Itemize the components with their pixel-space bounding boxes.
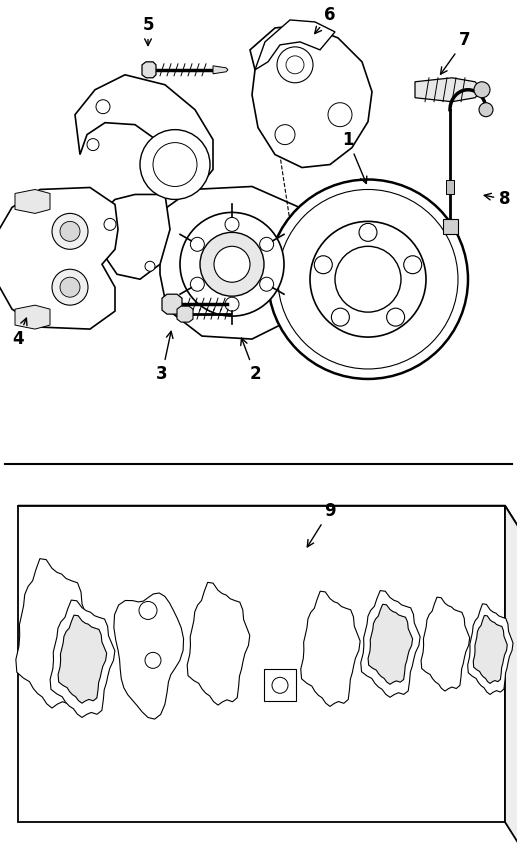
Text: 6: 6: [315, 6, 336, 34]
Text: 3: 3: [156, 331, 173, 383]
Polygon shape: [255, 20, 335, 70]
Text: 1: 1: [342, 131, 367, 183]
Circle shape: [153, 143, 197, 187]
Circle shape: [87, 138, 99, 150]
Circle shape: [335, 246, 401, 312]
Text: 4: 4: [12, 318, 27, 348]
Circle shape: [314, 255, 332, 273]
Polygon shape: [16, 559, 89, 708]
Polygon shape: [415, 77, 480, 101]
Polygon shape: [160, 187, 307, 339]
Polygon shape: [187, 582, 250, 705]
Circle shape: [145, 653, 161, 668]
Circle shape: [268, 180, 468, 379]
Circle shape: [387, 308, 405, 326]
Circle shape: [190, 277, 204, 292]
Circle shape: [260, 237, 273, 251]
Circle shape: [145, 261, 155, 271]
Circle shape: [331, 308, 349, 326]
Polygon shape: [15, 305, 50, 329]
Circle shape: [286, 56, 304, 74]
Circle shape: [200, 232, 264, 296]
Circle shape: [359, 224, 377, 242]
Polygon shape: [473, 616, 507, 684]
Circle shape: [278, 189, 458, 369]
Circle shape: [275, 125, 295, 144]
Circle shape: [214, 246, 250, 282]
Circle shape: [96, 100, 110, 114]
Polygon shape: [177, 306, 193, 322]
Polygon shape: [15, 189, 50, 213]
Polygon shape: [213, 66, 228, 74]
Polygon shape: [446, 180, 454, 194]
Circle shape: [225, 298, 239, 311]
Circle shape: [404, 255, 422, 273]
Circle shape: [277, 46, 313, 83]
Circle shape: [479, 102, 493, 117]
Polygon shape: [421, 597, 469, 691]
Polygon shape: [250, 25, 372, 168]
Circle shape: [260, 277, 273, 292]
Polygon shape: [443, 219, 458, 235]
Polygon shape: [50, 600, 115, 717]
Text: 7: 7: [440, 31, 471, 74]
Circle shape: [328, 102, 352, 126]
Circle shape: [272, 678, 288, 693]
Circle shape: [60, 277, 80, 298]
Polygon shape: [505, 506, 517, 857]
Polygon shape: [162, 294, 182, 314]
Text: 2: 2: [241, 338, 261, 383]
Circle shape: [180, 212, 284, 316]
Polygon shape: [95, 194, 170, 280]
Circle shape: [104, 218, 116, 230]
Circle shape: [139, 601, 157, 619]
Circle shape: [190, 237, 204, 251]
Circle shape: [52, 213, 88, 249]
Polygon shape: [264, 669, 296, 701]
Circle shape: [310, 221, 426, 337]
Circle shape: [52, 269, 88, 305]
Text: 9: 9: [307, 501, 336, 547]
Polygon shape: [75, 75, 213, 194]
Polygon shape: [361, 591, 420, 697]
Polygon shape: [368, 605, 413, 685]
Text: 8: 8: [484, 190, 511, 208]
Polygon shape: [114, 593, 184, 719]
Polygon shape: [301, 591, 360, 706]
Polygon shape: [142, 62, 156, 77]
Circle shape: [225, 218, 239, 231]
Polygon shape: [18, 506, 505, 822]
Polygon shape: [18, 506, 517, 541]
Polygon shape: [58, 615, 107, 703]
Polygon shape: [0, 187, 118, 329]
Polygon shape: [468, 604, 513, 695]
Circle shape: [474, 82, 490, 98]
Circle shape: [60, 221, 80, 242]
Circle shape: [140, 130, 210, 200]
Text: 5: 5: [142, 16, 154, 46]
